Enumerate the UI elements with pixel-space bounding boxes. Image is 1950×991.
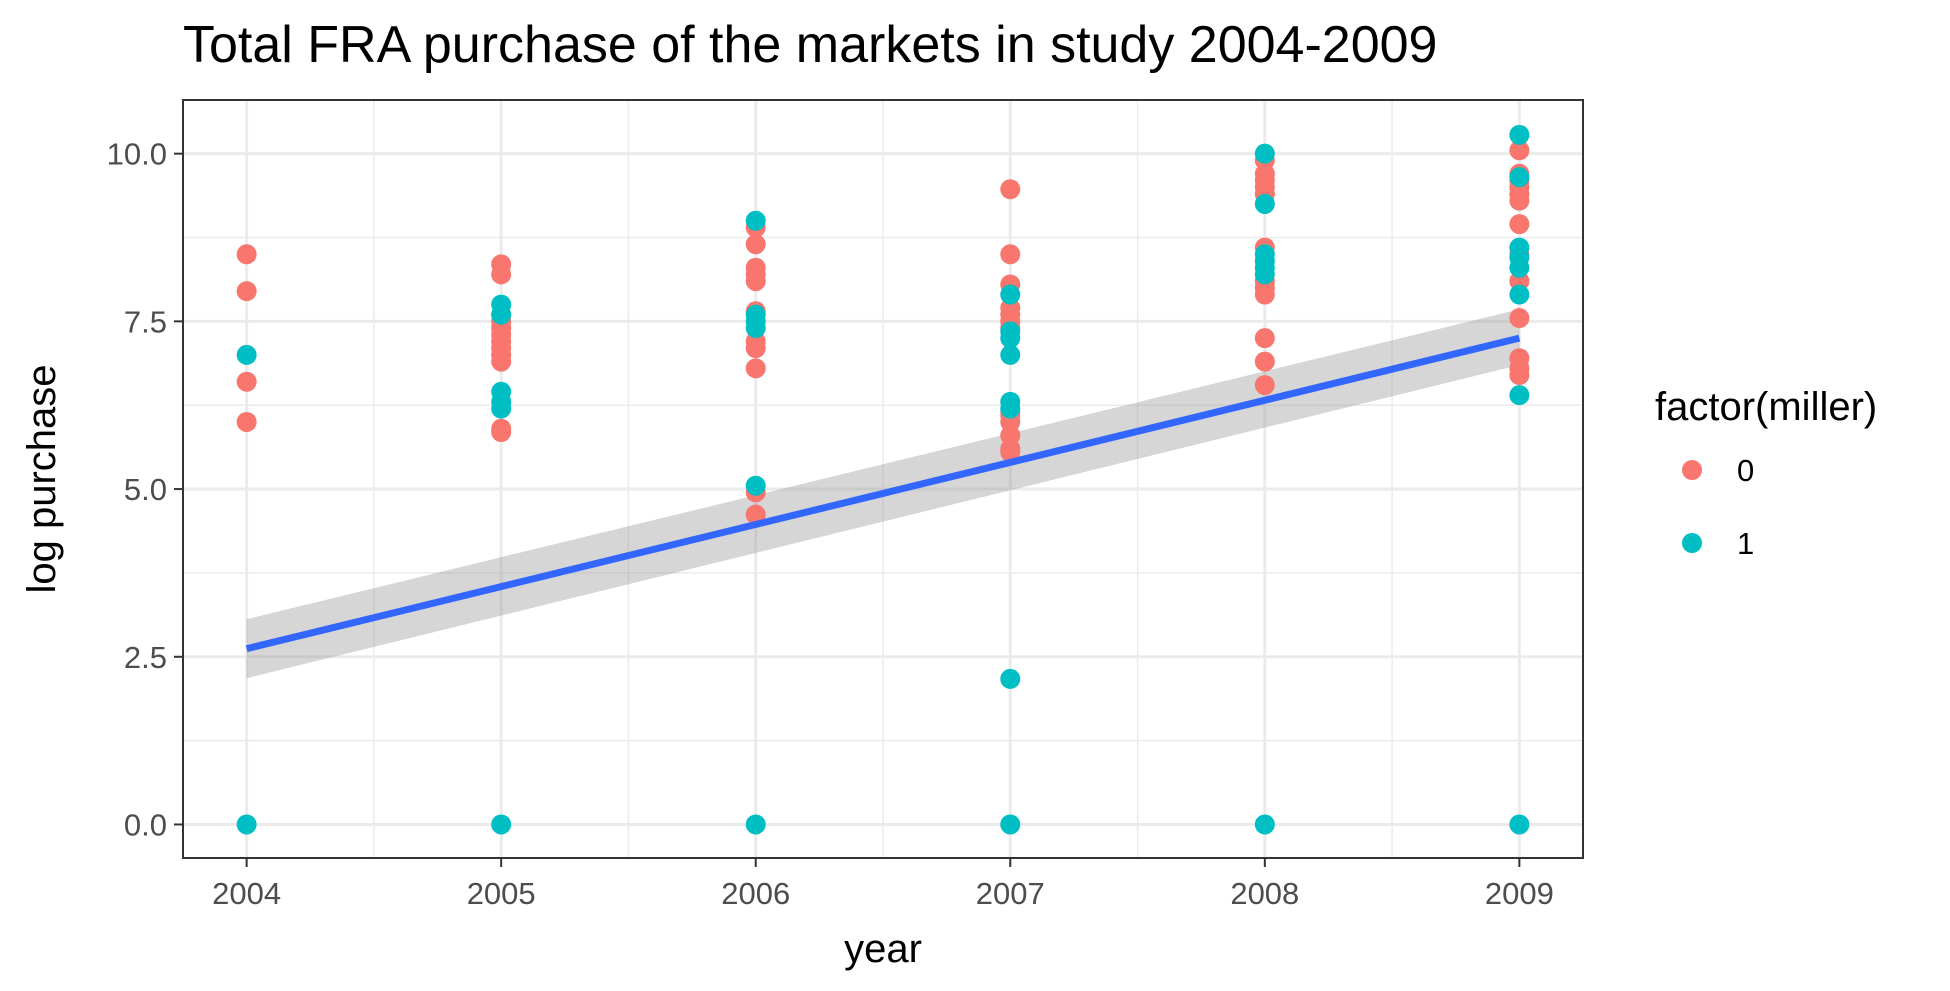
legend-key-1 bbox=[1682, 533, 1702, 553]
data-point-miller-0 bbox=[745, 358, 766, 379]
data-point-miller-0 bbox=[491, 264, 512, 285]
grid-major bbox=[183, 100, 1583, 858]
data-point-miller-0 bbox=[1509, 308, 1530, 329]
data-point-miller-1 bbox=[236, 814, 257, 835]
data-point-miller-0 bbox=[236, 281, 257, 302]
data-point-miller-1 bbox=[1000, 284, 1021, 305]
data-point-miller-0 bbox=[1000, 244, 1021, 265]
data-point-miller-0 bbox=[236, 411, 257, 432]
data-point-miller-1 bbox=[1254, 193, 1275, 214]
data-point-miller-1 bbox=[745, 318, 766, 339]
chart-title: Total FRA purchase of the markets in stu… bbox=[183, 16, 1437, 74]
y-tick-label: 0.0 bbox=[124, 807, 167, 842]
x-tick-label: 2008 bbox=[1230, 876, 1299, 911]
data-point-miller-0 bbox=[1000, 442, 1021, 463]
data-point-miller-0 bbox=[745, 234, 766, 255]
y-axis-title: log purchase bbox=[20, 364, 64, 593]
data-point-miller-0 bbox=[236, 244, 257, 265]
data-point-miller-0 bbox=[1509, 365, 1530, 386]
data-point-miller-1 bbox=[1000, 328, 1021, 349]
data-point-miller-1 bbox=[1509, 257, 1530, 278]
data-point-miller-1 bbox=[1254, 264, 1275, 285]
legend-label-1: 1 bbox=[1737, 526, 1754, 561]
data-point-miller-0 bbox=[745, 271, 766, 292]
y-tick-label: 5.0 bbox=[124, 472, 167, 507]
legend-label-0: 0 bbox=[1737, 453, 1754, 488]
data-point-miller-1 bbox=[1000, 668, 1021, 689]
x-axis-title: year bbox=[844, 927, 922, 971]
data-point-miller-0 bbox=[1254, 284, 1275, 305]
data-point-miller-0 bbox=[1254, 328, 1275, 349]
data-point-miller-1 bbox=[745, 210, 766, 231]
data-point-miller-0 bbox=[1000, 179, 1021, 200]
legend-key-0 bbox=[1682, 460, 1702, 480]
data-point-miller-0 bbox=[491, 351, 512, 372]
grid-minor bbox=[183, 100, 1583, 858]
data-point-miller-1 bbox=[1509, 167, 1530, 188]
data-point-miller-0 bbox=[491, 422, 512, 443]
data-point-miller-1 bbox=[1509, 385, 1530, 406]
data-point-miller-1 bbox=[1509, 124, 1530, 145]
y-tick-label: 10.0 bbox=[107, 137, 167, 172]
data-point-miller-0 bbox=[745, 504, 766, 525]
legend: factor(miller) 0 1 bbox=[1655, 385, 1877, 561]
x-tick-label: 2004 bbox=[212, 876, 281, 911]
x-tick-label: 2009 bbox=[1485, 876, 1554, 911]
x-tick-label: 2005 bbox=[467, 876, 536, 911]
legend-title: factor(miller) bbox=[1655, 385, 1877, 429]
data-point-miller-0 bbox=[1254, 375, 1275, 396]
x-tick-label: 2006 bbox=[721, 876, 790, 911]
fit-line-layer bbox=[245, 334, 1521, 653]
data-point-miller-1 bbox=[1509, 814, 1530, 835]
data-point-miller-1 bbox=[1000, 344, 1021, 365]
x-tick-label: 2007 bbox=[976, 876, 1045, 911]
data-point-miller-0 bbox=[1509, 214, 1530, 235]
data-point-miller-1 bbox=[491, 814, 512, 835]
data-point-miller-0 bbox=[745, 338, 766, 359]
data-point-miller-1 bbox=[1509, 284, 1530, 305]
y-axis: 0.0 2.5 5.0 7.5 10.0 bbox=[107, 137, 183, 842]
data-point-miller-1 bbox=[1000, 398, 1021, 419]
data-point-miller-1 bbox=[1254, 143, 1275, 164]
plot-border bbox=[182, 99, 1584, 859]
data-point-miller-0 bbox=[236, 371, 257, 392]
data-point-miller-1 bbox=[491, 304, 512, 325]
data-point-miller-0 bbox=[1509, 190, 1530, 211]
y-tick-label: 2.5 bbox=[124, 640, 167, 675]
data-point-miller-1 bbox=[1254, 814, 1275, 835]
points-layer bbox=[236, 124, 1530, 835]
fit-line bbox=[245, 334, 1521, 653]
data-point-miller-0 bbox=[1254, 351, 1275, 372]
data-point-miller-1 bbox=[745, 475, 766, 496]
data-point-miller-1 bbox=[1000, 814, 1021, 835]
data-point-miller-1 bbox=[236, 344, 257, 365]
data-point-miller-0 bbox=[1509, 140, 1530, 161]
data-point-miller-1 bbox=[745, 814, 766, 835]
y-tick-label: 7.5 bbox=[124, 304, 167, 339]
x-axis: 2004 2005 2006 2007 2008 2009 bbox=[212, 858, 1554, 911]
data-point-miller-1 bbox=[491, 398, 512, 419]
